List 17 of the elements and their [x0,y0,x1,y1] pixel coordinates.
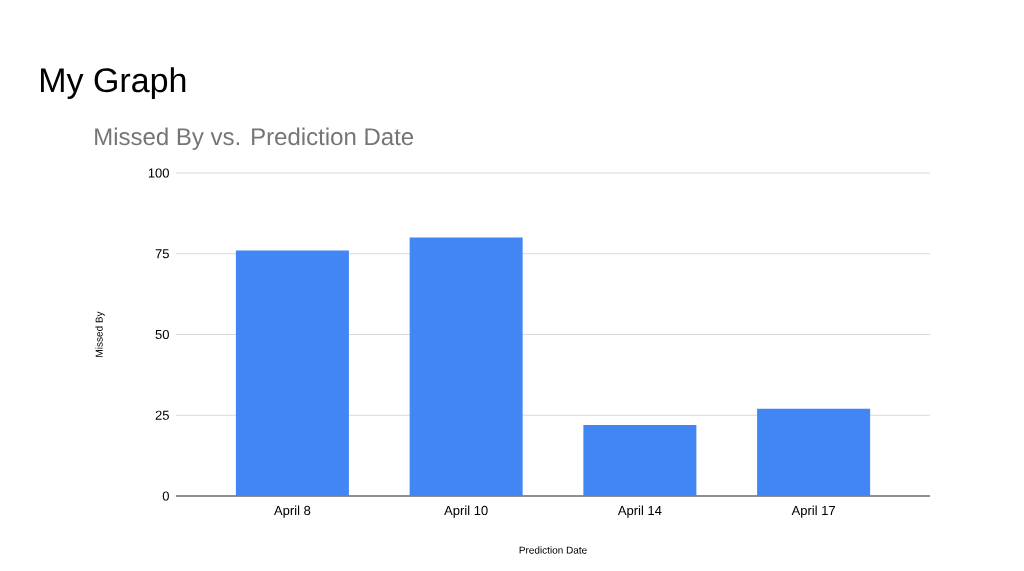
bar [757,408,871,496]
x-tick-label: April 8 [274,505,311,518]
y-tick-label: 0 [162,491,169,501]
x-tick-label: April 17 [791,505,835,518]
x-tick-label: April 10 [444,505,488,518]
y-tick-label: 25 [155,410,169,420]
bar [409,237,523,496]
bar [583,424,697,496]
x-tick-label: April 14 [617,505,662,518]
y-tick-label: 50 [155,329,169,340]
x-axis-title: Prediction Date [519,546,587,554]
y-tick-label: 100 [148,168,169,178]
chart-title: My Graph [41,67,186,100]
chart-subtitle: Missed By vs. Prediction Date [95,127,414,150]
y-tick-label: 75 [155,249,169,259]
y-axis-title: Missed By [95,311,105,357]
bar [235,250,349,496]
